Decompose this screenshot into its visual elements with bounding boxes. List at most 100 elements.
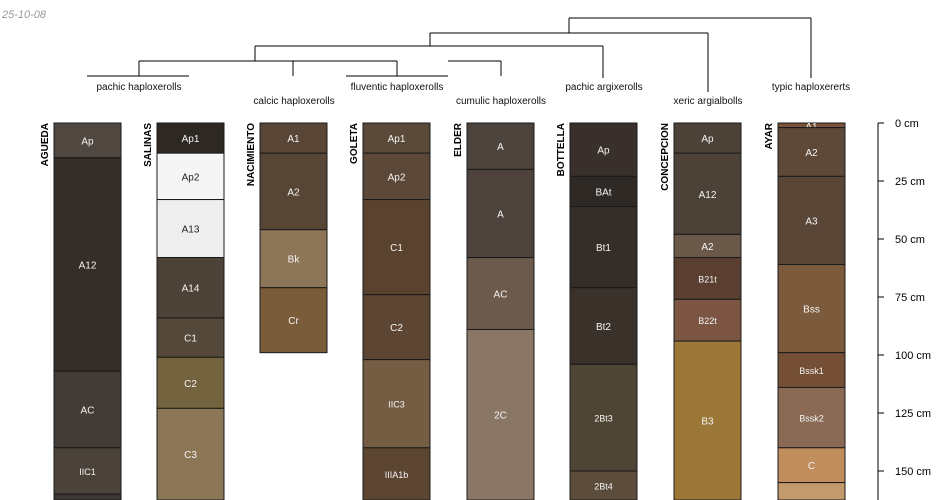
horizon-rect bbox=[53, 370, 122, 449]
horizon-rect bbox=[569, 470, 638, 500]
horizon-rect bbox=[156, 199, 225, 259]
horizon-label: B21t bbox=[698, 274, 717, 284]
horizon-rect bbox=[156, 317, 225, 358]
depth-tick-label: 75 cm bbox=[895, 292, 925, 304]
horizon-rect bbox=[156, 257, 225, 319]
horizon-rect bbox=[777, 127, 846, 177]
horizon-label: A bbox=[497, 209, 504, 220]
depth-tick-label: 150 cm bbox=[895, 466, 931, 478]
horizon-label: C bbox=[808, 461, 815, 472]
horizon-label: Bt2 bbox=[596, 322, 611, 333]
horizon-rect bbox=[673, 257, 742, 300]
horizon-label: Ap bbox=[597, 146, 610, 157]
profile-name-label: AGUEDA bbox=[40, 123, 51, 166]
horizon-rect bbox=[777, 264, 846, 354]
depth-tick-label: 25 cm bbox=[895, 176, 925, 188]
horizon-label: B3 bbox=[701, 417, 714, 428]
horizon-label: Bssk2 bbox=[799, 414, 824, 424]
depth-tick-label: 125 cm bbox=[895, 408, 931, 420]
horizon-rect bbox=[259, 152, 328, 231]
horizon-label: 2Bt4 bbox=[594, 482, 613, 492]
horizon-rect bbox=[156, 407, 225, 500]
horizon-rect bbox=[53, 493, 122, 500]
horizon-label: IIC3 bbox=[388, 400, 405, 410]
horizon-label: Ap2 bbox=[388, 172, 406, 183]
horizon-rect bbox=[466, 328, 535, 500]
horizon-label: A bbox=[497, 142, 504, 153]
profile-name-label: GOLETA bbox=[349, 123, 360, 164]
horizon-label: C1 bbox=[184, 334, 197, 345]
horizon-label: IIIA1b bbox=[385, 470, 409, 480]
horizon-rect bbox=[362, 122, 431, 154]
horizon-rect bbox=[673, 122, 742, 154]
horizon-label: A2 bbox=[287, 187, 300, 198]
profile-agueda: Ap A12 AC IIC1 AGUEDA bbox=[40, 122, 122, 500]
depth-tick-label: 100 cm bbox=[895, 350, 931, 362]
horizon-rect bbox=[259, 122, 328, 154]
horizon-rect bbox=[777, 482, 846, 500]
horizon-label: Ap bbox=[701, 134, 714, 145]
horizon-label: A2 bbox=[805, 148, 818, 159]
profile-concepcion: Ap A12 A2 B21t B22t B3 CONCEPCION bbox=[660, 122, 742, 500]
horizon-label: Ap1 bbox=[388, 134, 406, 145]
profile-name-label: BOTTELLA bbox=[556, 123, 567, 176]
profile-nacimiento: A1 A2 Bk Cr NACIMIENTO bbox=[246, 122, 328, 354]
depth-axis: 0 cm 25 cm 50 cm 75 cm 100 cm 125 cm 150 cm bbox=[877, 118, 931, 500]
horizon-rect bbox=[673, 340, 742, 500]
horizon-label: C2 bbox=[184, 379, 197, 390]
horizon-label: 2C bbox=[494, 411, 507, 422]
horizon-label: Ap2 bbox=[182, 172, 200, 183]
horizon-rect bbox=[53, 122, 122, 159]
profile-name-label: ELDER bbox=[453, 122, 464, 157]
horizon-label: C3 bbox=[184, 450, 197, 461]
horizon-rect bbox=[259, 229, 328, 289]
profile-bottella: Ap BAt Bt1 Bt2 2Bt3 2Bt4 BOTTELLA bbox=[556, 122, 638, 500]
horizon-label: A2 bbox=[701, 242, 714, 253]
profile-elder: A A AC 2C ELDER bbox=[453, 122, 535, 500]
horizon-label: Bt1 bbox=[596, 243, 611, 254]
horizon-rect bbox=[362, 152, 431, 201]
taxon-label-typic-haploxererts: typic haploxererts bbox=[772, 82, 850, 93]
horizon-label: B22t bbox=[698, 316, 717, 326]
profile-name-label: AYAR bbox=[764, 122, 775, 149]
horizon-rect bbox=[156, 122, 225, 154]
horizon-label: 2Bt3 bbox=[594, 414, 613, 424]
horizon-label: C1 bbox=[390, 243, 403, 254]
horizon-label: Ap1 bbox=[182, 134, 200, 145]
horizon-rect bbox=[259, 287, 328, 354]
horizon-label: A12 bbox=[699, 190, 717, 201]
horizon-label: AC bbox=[81, 406, 95, 417]
horizon-label: Bss bbox=[803, 305, 820, 316]
taxon-label-pachic-haploxerolls: pachic haploxerolls bbox=[96, 82, 181, 93]
date-stamp: 25-10-08 bbox=[1, 9, 47, 21]
taxon-label-xeric-argialbolls: xeric argialbolls bbox=[674, 96, 743, 107]
horizon-label: Bk bbox=[288, 255, 301, 266]
profile-name-label: NACIMIENTO bbox=[246, 123, 257, 186]
horizon-label: Cr bbox=[288, 316, 299, 327]
horizon-label: Bssk1 bbox=[799, 366, 824, 376]
horizon-rect bbox=[362, 359, 431, 449]
horizon-label: IIC1 bbox=[79, 467, 96, 477]
horizon-label: A13 bbox=[182, 225, 200, 236]
taxon-label-cumulic-haploxerolls: cumulic haploxerolls bbox=[456, 96, 546, 107]
horizon-rect bbox=[777, 352, 846, 388]
horizon-rect bbox=[569, 363, 638, 472]
horizon-rect bbox=[466, 257, 535, 330]
taxon-label-pachic-argixerolls: pachic argixerolls bbox=[565, 82, 642, 93]
horizon-rect bbox=[777, 386, 846, 449]
horizon-label: A12 bbox=[79, 261, 97, 272]
horizon-label: Ap bbox=[81, 136, 94, 147]
horizon-label: A3 bbox=[805, 216, 818, 227]
horizon-label: BAt bbox=[595, 187, 611, 198]
horizon-rect bbox=[569, 175, 638, 208]
dendrogram bbox=[87, 17, 812, 92]
horizon-rect bbox=[156, 152, 225, 201]
profile-ayar: A1A2A3BssBssk1Bssk2CAYAR bbox=[764, 122, 846, 500]
profile-goleta: Ap1 Ap2 C1 C2 IIC3 IIIA1b GOLETA bbox=[349, 122, 431, 500]
taxon-label-calcic-haploxerolls: calcic haploxerolls bbox=[253, 96, 334, 107]
depth-tick-label: 50 cm bbox=[895, 234, 925, 246]
horizon-rect bbox=[53, 157, 122, 372]
horizon-rect bbox=[53, 447, 122, 495]
